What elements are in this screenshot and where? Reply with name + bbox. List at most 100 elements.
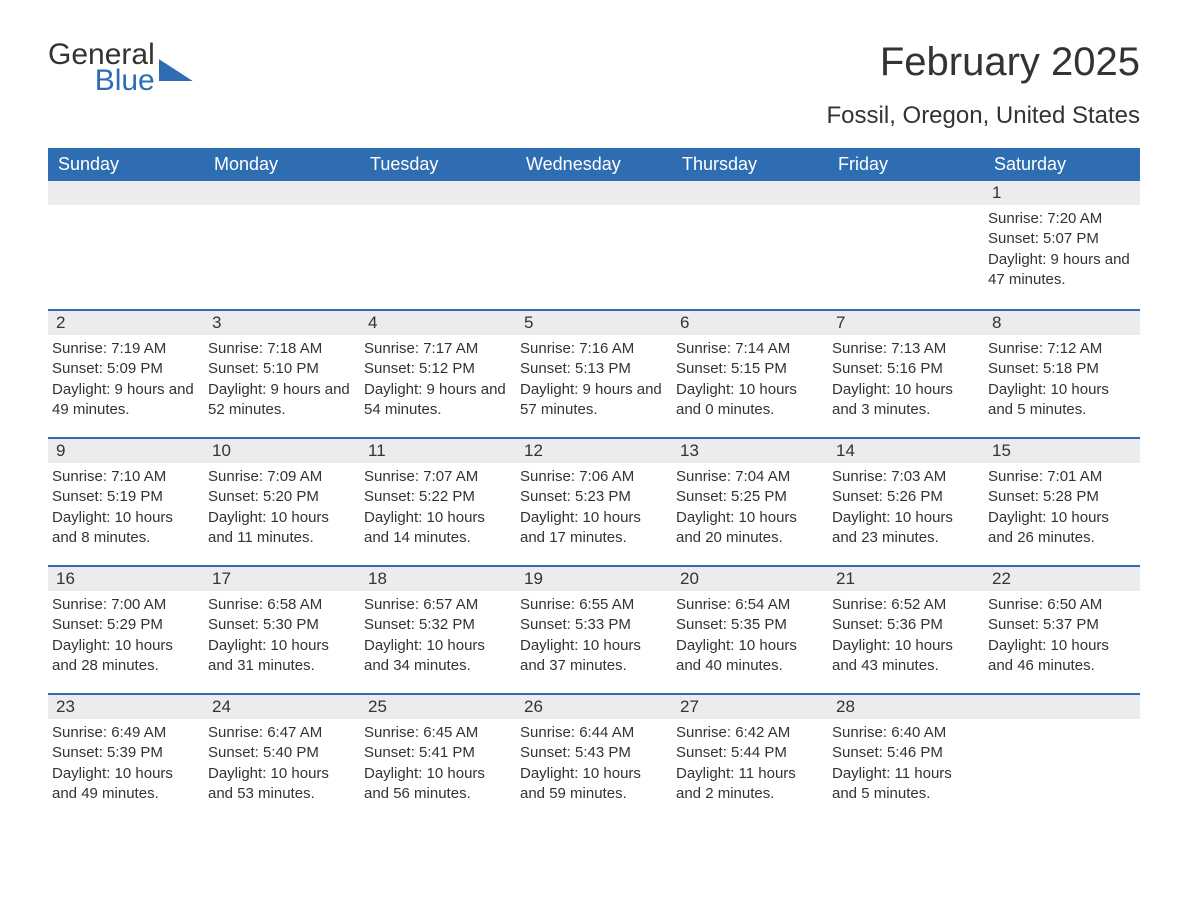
daylight-line: Daylight: 9 hours and 52 minutes. bbox=[208, 380, 352, 421]
sunset-line: Sunset: 5:13 PM bbox=[520, 359, 664, 379]
sunrise-line: Sunrise: 7:07 AM bbox=[364, 467, 508, 487]
sunset-line: Sunset: 5:22 PM bbox=[364, 487, 508, 507]
sunrise-line-label: Sunrise: bbox=[832, 724, 887, 741]
sunset-line: Sunset: 5:26 PM bbox=[832, 487, 976, 507]
day-number-bar bbox=[204, 181, 360, 205]
sunset-line-label: Sunset: bbox=[676, 744, 727, 761]
calendar-cell: 26Sunrise: 6:44 AMSunset: 5:43 PMDayligh… bbox=[516, 693, 672, 821]
calendar-cell: 1Sunrise: 7:20 AMSunset: 5:07 PMDaylight… bbox=[984, 181, 1140, 309]
calendar-cell bbox=[48, 181, 204, 309]
sunrise-line: Sunrise: 6:57 AM bbox=[364, 595, 508, 615]
day-body: Sunrise: 7:14 AMSunset: 5:15 PMDaylight:… bbox=[672, 335, 828, 428]
daylight-line: Daylight: 10 hours and 17 minutes. bbox=[520, 508, 664, 549]
day-number-bar bbox=[48, 181, 204, 205]
day-body: Sunrise: 6:54 AMSunset: 5:35 PMDaylight:… bbox=[672, 591, 828, 684]
sunset-line-label: Sunset: bbox=[520, 488, 571, 505]
sunset-line-label: Sunset: bbox=[676, 488, 727, 505]
logo-flag-icon bbox=[159, 59, 193, 81]
sunrise-line-label: Sunrise: bbox=[364, 468, 419, 485]
day-number: 3 bbox=[204, 309, 360, 335]
sunset-line-value: 5:07 PM bbox=[1043, 230, 1099, 247]
sunrise-line: Sunrise: 6:52 AM bbox=[832, 595, 976, 615]
daylight-line: Daylight: 10 hours and 31 minutes. bbox=[208, 636, 352, 677]
day-body: Sunrise: 6:50 AMSunset: 5:37 PMDaylight:… bbox=[984, 591, 1140, 684]
daylight-line-label: Daylight: bbox=[520, 381, 578, 398]
day-number: 23 bbox=[48, 693, 204, 719]
day-body: Sunrise: 7:06 AMSunset: 5:23 PMDaylight:… bbox=[516, 463, 672, 556]
sunrise-line-value: 6:44 AM bbox=[579, 724, 634, 741]
day-body: Sunrise: 7:10 AMSunset: 5:19 PMDaylight:… bbox=[48, 463, 204, 556]
sunrise-line-value: 7:00 AM bbox=[111, 596, 166, 613]
sunrise-line-label: Sunrise: bbox=[364, 596, 419, 613]
sunrise-line: Sunrise: 6:55 AM bbox=[520, 595, 664, 615]
day-body: Sunrise: 6:45 AMSunset: 5:41 PMDaylight:… bbox=[360, 719, 516, 812]
sunset-line: Sunset: 5:28 PM bbox=[988, 487, 1132, 507]
calendar-week-row: 16Sunrise: 7:00 AMSunset: 5:29 PMDayligh… bbox=[48, 565, 1140, 693]
sunrise-line: Sunrise: 7:03 AM bbox=[832, 467, 976, 487]
daylight-line-label: Daylight: bbox=[676, 765, 734, 782]
sunset-line-value: 5:41 PM bbox=[419, 744, 475, 761]
daylight-line: Daylight: 9 hours and 54 minutes. bbox=[364, 380, 508, 421]
sunrise-line-label: Sunrise: bbox=[832, 468, 887, 485]
sunset-line: Sunset: 5:20 PM bbox=[208, 487, 352, 507]
day-number: 6 bbox=[672, 309, 828, 335]
day-body: Sunrise: 7:13 AMSunset: 5:16 PMDaylight:… bbox=[828, 335, 984, 428]
weekday-header: Wednesday bbox=[516, 148, 672, 181]
day-number: 21 bbox=[828, 565, 984, 591]
sunset-line-value: 5:39 PM bbox=[107, 744, 163, 761]
sunrise-line: Sunrise: 7:13 AM bbox=[832, 339, 976, 359]
day-number: 8 bbox=[984, 309, 1140, 335]
sunset-line-value: 5:13 PM bbox=[575, 360, 631, 377]
sunrise-line-value: 7:20 AM bbox=[1047, 210, 1102, 227]
day-number: 2 bbox=[48, 309, 204, 335]
day-number: 24 bbox=[204, 693, 360, 719]
sunrise-line-label: Sunrise: bbox=[988, 210, 1043, 227]
sunset-line-label: Sunset: bbox=[364, 744, 415, 761]
weekday-header: Thursday bbox=[672, 148, 828, 181]
daylight-line-label: Daylight: bbox=[832, 381, 890, 398]
calendar-cell bbox=[984, 693, 1140, 821]
sunrise-line-value: 6:47 AM bbox=[267, 724, 322, 741]
sunrise-line-label: Sunrise: bbox=[52, 468, 107, 485]
weekday-header: Saturday bbox=[984, 148, 1140, 181]
sunset-line: Sunset: 5:36 PM bbox=[832, 615, 976, 635]
day-number: 14 bbox=[828, 437, 984, 463]
daylight-line-label: Daylight: bbox=[988, 509, 1046, 526]
day-body: Sunrise: 6:42 AMSunset: 5:44 PMDaylight:… bbox=[672, 719, 828, 812]
sunrise-line-value: 7:06 AM bbox=[579, 468, 634, 485]
sunset-line: Sunset: 5:19 PM bbox=[52, 487, 196, 507]
calendar-cell: 14Sunrise: 7:03 AMSunset: 5:26 PMDayligh… bbox=[828, 437, 984, 565]
sunset-line-value: 5:43 PM bbox=[575, 744, 631, 761]
sunrise-line-value: 6:52 AM bbox=[891, 596, 946, 613]
sunrise-line-label: Sunrise: bbox=[676, 468, 731, 485]
sunset-line: Sunset: 5:29 PM bbox=[52, 615, 196, 635]
day-number: 10 bbox=[204, 437, 360, 463]
daylight-line-label: Daylight: bbox=[208, 637, 266, 654]
sunrise-line-label: Sunrise: bbox=[676, 596, 731, 613]
day-body: Sunrise: 7:20 AMSunset: 5:07 PMDaylight:… bbox=[984, 205, 1140, 298]
day-number: 9 bbox=[48, 437, 204, 463]
calendar-cell: 4Sunrise: 7:17 AMSunset: 5:12 PMDaylight… bbox=[360, 309, 516, 437]
sunset-line-label: Sunset: bbox=[208, 488, 259, 505]
day-body: Sunrise: 6:44 AMSunset: 5:43 PMDaylight:… bbox=[516, 719, 672, 812]
sunset-line-label: Sunset: bbox=[676, 360, 727, 377]
calendar-cell: 16Sunrise: 7:00 AMSunset: 5:29 PMDayligh… bbox=[48, 565, 204, 693]
sunrise-line-label: Sunrise: bbox=[208, 596, 263, 613]
sunrise-line-value: 7:07 AM bbox=[423, 468, 478, 485]
daylight-line-label: Daylight: bbox=[520, 637, 578, 654]
sunrise-line-value: 6:49 AM bbox=[111, 724, 166, 741]
sunset-line-value: 5:29 PM bbox=[107, 616, 163, 633]
sunset-line-label: Sunset: bbox=[208, 360, 259, 377]
calendar-cell: 10Sunrise: 7:09 AMSunset: 5:20 PMDayligh… bbox=[204, 437, 360, 565]
day-number: 15 bbox=[984, 437, 1140, 463]
sunrise-line: Sunrise: 6:50 AM bbox=[988, 595, 1132, 615]
day-body: Sunrise: 6:40 AMSunset: 5:46 PMDaylight:… bbox=[828, 719, 984, 812]
sunrise-line-label: Sunrise: bbox=[364, 724, 419, 741]
sunrise-line-value: 6:58 AM bbox=[267, 596, 322, 613]
sunrise-line-value: 7:19 AM bbox=[111, 340, 166, 357]
sunrise-line-label: Sunrise: bbox=[832, 340, 887, 357]
weekday-header: Monday bbox=[204, 148, 360, 181]
calendar-cell: 25Sunrise: 6:45 AMSunset: 5:41 PMDayligh… bbox=[360, 693, 516, 821]
calendar-cell bbox=[516, 181, 672, 309]
sunset-line-label: Sunset: bbox=[832, 616, 883, 633]
